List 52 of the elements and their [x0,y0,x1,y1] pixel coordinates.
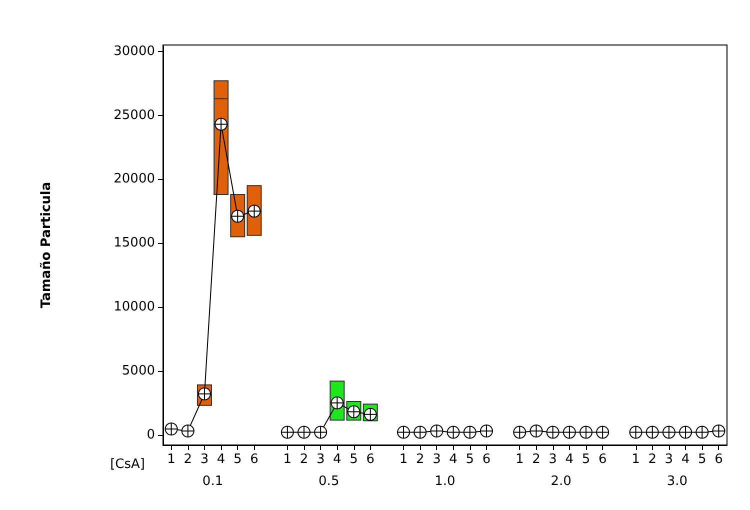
x-tick-label: 2 [416,452,424,467]
point [513,426,526,439]
x-tick-label: 3 [664,452,674,467]
text: 3.0 [666,474,688,489]
x-tick-label: 5 [698,452,706,467]
y-axis-title: Tamaño Particula [39,182,54,308]
x-tick-label: 6 [714,452,723,467]
x-tick-label: 4 [565,452,574,467]
x-tick-label: 5 [234,452,242,467]
x-tick-label: 6 [598,452,607,467]
x-tick-label: 2 [184,452,192,467]
text: 0.5 [318,474,340,489]
x-tick-label: 2 [532,452,540,467]
x-tick-label: 6 [482,452,491,467]
x-tick-label: 3 [548,452,557,467]
point [314,426,328,439]
x-tick-label: 3 [316,452,325,467]
x-tick-label: 4 [681,452,690,467]
x-tick-label: 5 [466,452,474,467]
x-tick-label: 2 [648,452,656,467]
y-tick-label: 0 [146,427,155,442]
x-tick-label: 5 [582,452,590,467]
text: 1.0 [434,474,456,489]
x-tick-label: 3 [432,452,441,467]
x-tick-label: 4 [449,452,458,467]
x-tick-label: 1 [516,452,524,467]
x-tick-label: 4 [216,452,226,467]
y-tick-label: 5000 [122,363,155,378]
x-tick-label: 2 [300,452,308,467]
x-tick-label: 1 [399,452,408,467]
x-tick-label: 6 [250,452,258,467]
x-tick-label: 1 [632,452,640,467]
y-tick-label: 10000 [114,299,155,314]
text: 0.1 [202,474,224,489]
point [181,424,194,438]
y-tick-label: 15000 [114,236,155,251]
point [480,424,493,438]
x-tick-label: 1 [283,452,292,467]
x-tick-label: 3 [200,452,209,467]
point [712,424,726,438]
x-axis-title: [CsA] [110,457,145,472]
x-tick-label: 5 [350,452,358,467]
x-tick-label: 4 [333,452,342,467]
x-tick-label: 1 [167,452,176,467]
y-tick-label: 20000 [114,172,155,187]
x-tick-label: 6 [366,452,374,467]
point [629,426,642,439]
point [164,422,178,436]
point [214,118,228,131]
text: 2.0 [550,474,572,489]
y-tick-label: 25000 [114,108,155,123]
y-tick-label: 30000 [114,44,155,59]
